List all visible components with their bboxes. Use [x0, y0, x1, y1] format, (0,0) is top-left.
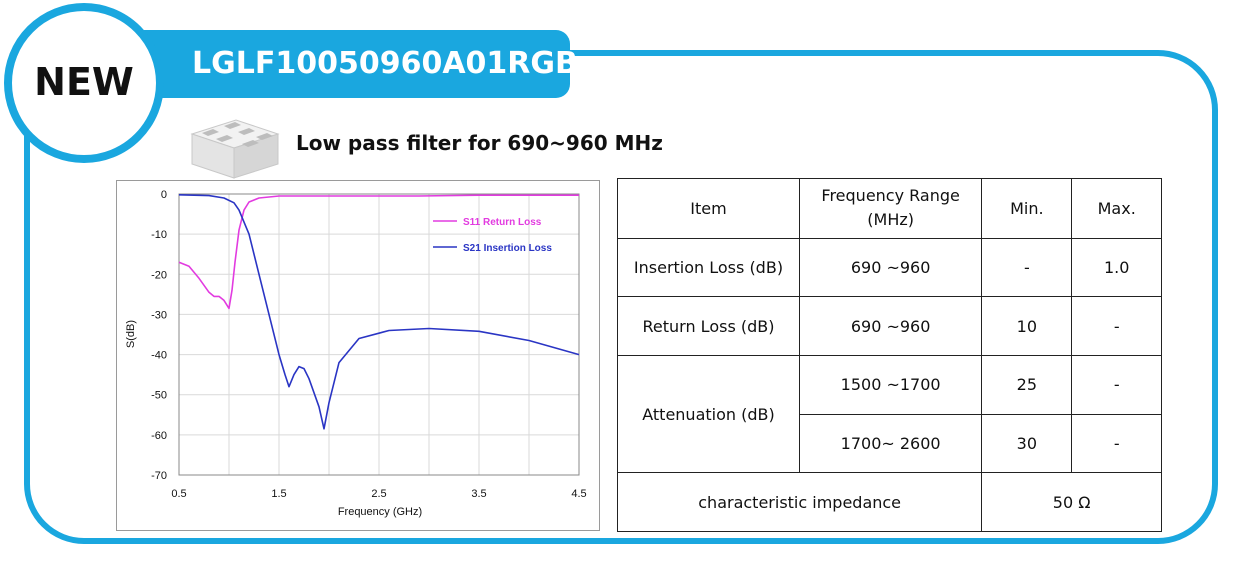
y-tick-label: -60 — [151, 430, 167, 442]
cell-max: 1.0 — [1071, 237, 1162, 298]
table-row: Attenuation (dB) 1500 ~1700 25 - — [617, 354, 1162, 474]
header-item: Item — [617, 178, 800, 239]
table-row: 1700~ 2600 30 - — [618, 413, 1162, 474]
header-frequency-range: Frequency Range (MHz) — [798, 178, 983, 239]
y-tick-label: 0 — [161, 189, 167, 201]
table-row: Return Loss (dB) 690 ~960 10 - — [617, 296, 1162, 356]
cell-item: Attenuation (dB) — [617, 354, 800, 474]
cell-range: 1500 ~1700 — [798, 354, 983, 415]
x-tick-label: 0.5 — [171, 488, 186, 500]
legend-label: S11 Return Loss — [463, 217, 542, 228]
header-max: Max. — [1071, 178, 1162, 239]
series-line-s11 — [178, 194, 579, 310]
y-tick-label: -70 — [151, 470, 167, 482]
header-min: Min. — [981, 178, 1073, 239]
legend-label: S21 Insertion Loss — [463, 243, 552, 254]
new-badge-circle — [4, 3, 164, 163]
y-tick-label: -40 — [151, 350, 167, 362]
y-axis-label: S(dB) — [125, 320, 137, 348]
y-tick-label: -20 — [151, 269, 167, 281]
cell-range: 690 ~960 — [798, 237, 983, 298]
y-tick-label: -50 — [151, 390, 167, 402]
s-parameter-chart: 0 -10 -20 -30 -40 -50 -60 -70 0.5 1.5 2.5 3.5 4.5 S… — [116, 180, 600, 531]
plot-border — [178, 193, 580, 476]
table-row: characteristic impedance 50 Ω — [616, 472, 1162, 532]
cell-item: Insertion Loss (dB) — [617, 237, 800, 298]
cell-max: - — [1071, 413, 1162, 474]
x-tick-label: 2.5 — [371, 488, 386, 500]
y-tick-label: -30 — [151, 309, 167, 321]
cell-max: - — [1071, 296, 1162, 356]
series-line-s21 — [178, 194, 580, 430]
new-badge-label: NEW — [34, 60, 134, 104]
cell-min: 10 — [981, 296, 1073, 356]
cell-max: - — [1071, 354, 1162, 415]
table-row: Insertion Loss (dB) 690 ~960 - 1.0 — [617, 237, 1162, 298]
cell-min: 30 — [981, 413, 1073, 474]
x-tick-label: 1.5 — [271, 488, 286, 500]
content-frame — [24, 50, 1218, 544]
spec-table: Item Frequency Range (MHz) Min. Max. Ins… — [616, 178, 1162, 532]
title-bar — [95, 30, 570, 98]
x-axis-label: Frequency (GHz) — [338, 506, 422, 518]
cell-min: 25 — [981, 354, 1073, 415]
cell-impedance-value: 50 Ω — [981, 472, 1162, 532]
component-chip-icon — [190, 119, 280, 179]
product-subtitle: Low pass filter for 690~960 MHz — [296, 131, 663, 155]
cell-item: Return Loss (dB) — [617, 296, 800, 356]
x-tick-label: 3.5 — [471, 488, 486, 500]
y-tick-label: -10 — [151, 229, 167, 241]
x-tick-label: 4.5 — [571, 488, 586, 500]
chart-svg: 0 -10 -20 -30 -40 -50 -60 -70 0.5 1.5 2.5 3.5 4.5 S… — [125, 189, 587, 518]
cell-impedance-label: characteristic impedance — [616, 472, 983, 532]
cell-min: - — [981, 237, 1073, 298]
cell-range: 1700~ 2600 — [798, 413, 983, 474]
cell-range: 690 ~960 — [798, 296, 983, 356]
part-number: LGLF10050960A01RGB — [192, 46, 578, 81]
